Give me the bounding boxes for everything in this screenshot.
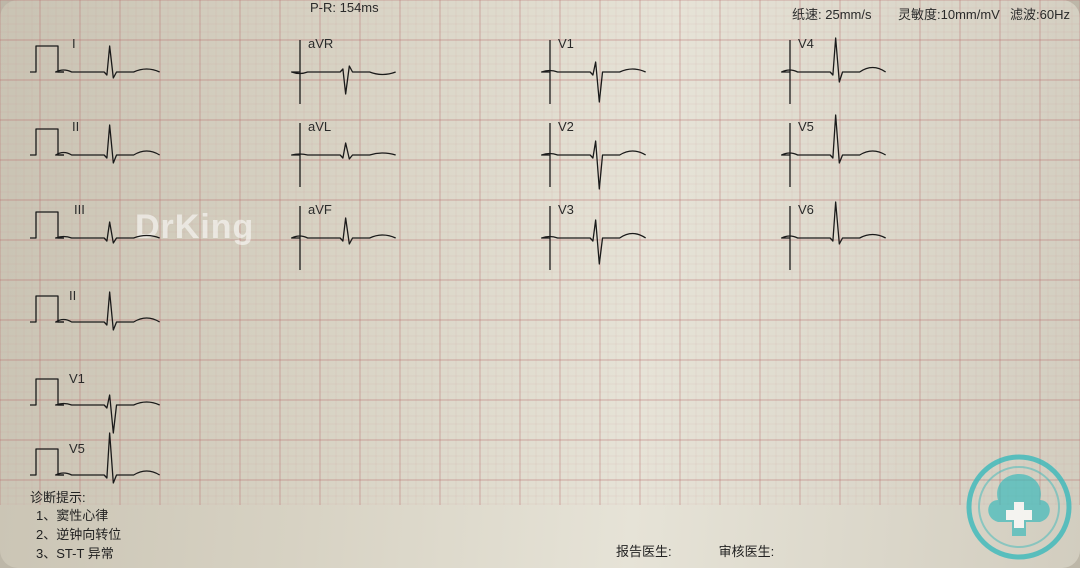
diagnosis-line-3: 3、ST-T 异常	[36, 545, 121, 564]
diagnosis-line-2: 2、逆钟向转位	[36, 526, 121, 545]
signature-line: 报告医生: 审核医生:	[616, 543, 774, 562]
ecg-paper: { "header":{ "pr":"P-R: 154ms", "paper_s…	[0, 0, 1080, 568]
diagnosis-line-1: 1、窦性心律	[36, 507, 121, 526]
diagnosis-footer: 诊断提示: 1、窦性心律 2、逆钟向转位 3、ST-T 异常 报告医生: 审核医…	[36, 489, 121, 564]
diagnosis-title: 诊断提示:	[30, 489, 121, 508]
hospital-logo-icon	[964, 452, 1074, 562]
ecg-traces	[0, 0, 1080, 505]
